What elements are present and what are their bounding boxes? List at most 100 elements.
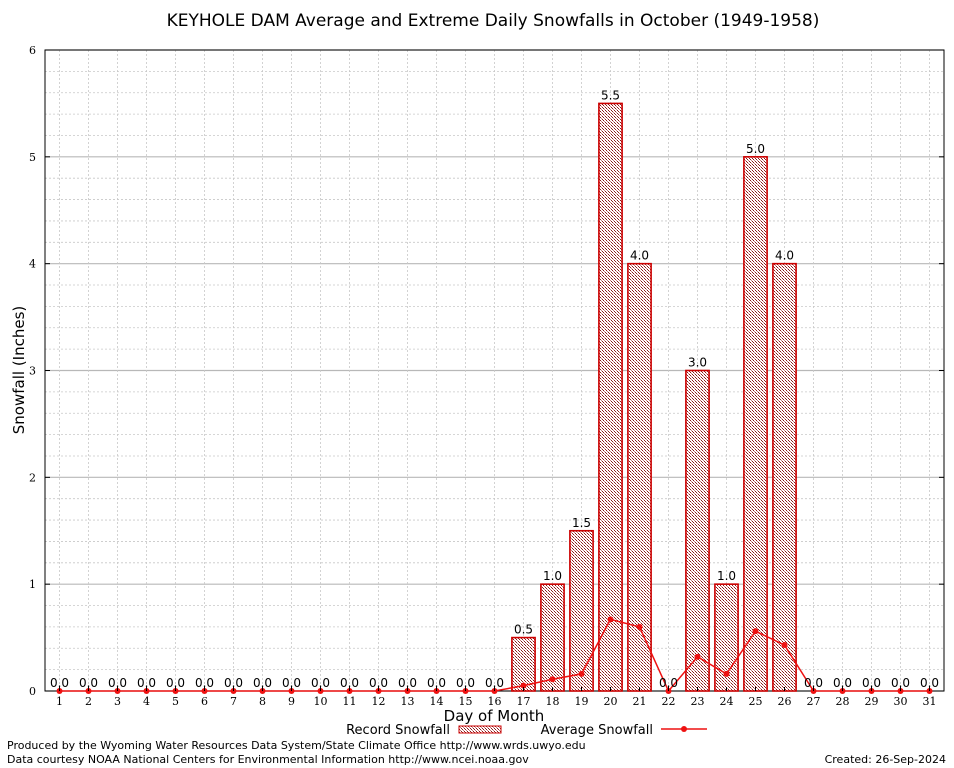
record-value-label: 0.0 — [427, 676, 446, 690]
x-tick-label: 27 — [807, 695, 821, 708]
x-tick-label: 29 — [865, 695, 879, 708]
record-value-label: 0.0 — [804, 676, 823, 690]
average-point — [694, 653, 701, 660]
bars — [511, 102, 797, 692]
x-tick-label: 17 — [517, 695, 531, 708]
data-labels: 0.0 0.0 0.0 0.0 0.0 0.0 0.0 0.0 0.0 0.0 0.0 0.0 0.0 0… — [50, 88, 939, 690]
footer-created-date: Created: 26-Sep-2024 — [824, 753, 946, 766]
record-value-label: 0.0 — [166, 676, 185, 690]
x-tick-label: 7 — [230, 695, 237, 708]
x-tick-label: 1 — [56, 695, 63, 708]
x-tick-label: 26 — [778, 695, 792, 708]
record-value-label: 0.0 — [920, 676, 939, 690]
x-tick-label: 28 — [836, 695, 850, 708]
x-tick-label: 24 — [720, 695, 734, 708]
record-value-label: 4.0 — [775, 249, 794, 263]
x-tick-label: 23 — [691, 695, 705, 708]
record-value-label: 0.5 — [514, 623, 533, 637]
y-tick-label: 4 — [29, 258, 36, 271]
x-tick-label: 5 — [172, 695, 179, 708]
record-value-label: 1.0 — [717, 569, 736, 583]
y-tick-label: 1 — [29, 578, 36, 591]
x-tick-label: 25 — [749, 695, 763, 708]
x-tick-label: 18 — [546, 695, 560, 708]
x-tick-label: 20 — [604, 695, 618, 708]
y-tick-label: 5 — [29, 151, 36, 164]
record-value-label: 1.0 — [543, 569, 562, 583]
footer-data-courtesy: Data courtesy NOAA National Centers for … — [7, 753, 529, 766]
y-ticks: 0 1 2 3 4 5 6 — [29, 44, 944, 698]
record-value-label: 4.0 — [630, 249, 649, 263]
legend-average-marker — [681, 726, 687, 732]
average-point — [578, 670, 585, 677]
record-bar — [772, 262, 797, 692]
x-tick-label: 11 — [343, 695, 357, 708]
footer-produced-by: Produced by the Wyoming Water Resources … — [7, 739, 586, 752]
record-bar — [569, 529, 594, 692]
record-value-label: 5.5 — [601, 88, 620, 102]
x-tick-label: 9 — [288, 695, 295, 708]
x-tick-label: 15 — [459, 695, 473, 708]
record-value-label: 3.0 — [688, 356, 707, 370]
record-value-label: 0.0 — [137, 676, 156, 690]
x-ticks: 1 2 3 4 5 6 7 8 9 10 11 12 13 14 15 16 17 18 19 20 21 22 23 24 2… — [56, 687, 937, 708]
x-tick-label: 30 — [894, 695, 908, 708]
x-tick-label: 31 — [923, 695, 937, 708]
y-tick-label: 2 — [29, 471, 36, 484]
average-point — [549, 676, 556, 683]
grid — [45, 49, 944, 692]
record-value-label: 0.0 — [195, 676, 214, 690]
record-value-label: 1.5 — [572, 516, 591, 530]
record-value-label: 0.0 — [456, 676, 475, 690]
legend-record-label: Record Snowfall — [346, 723, 450, 738]
y-tick-label: 3 — [29, 365, 36, 378]
x-tick-label: 19 — [575, 695, 589, 708]
y-axis-label: Snowfall (Inches) — [10, 306, 28, 434]
record-value-label: 0.0 — [398, 676, 417, 690]
record-value-label: 0.0 — [891, 676, 910, 690]
record-value-label: 0.0 — [862, 676, 881, 690]
x-tick-label: 14 — [430, 695, 444, 708]
average-point — [636, 623, 643, 630]
x-axis-label: Day of Month — [444, 707, 545, 725]
average-point — [607, 616, 614, 623]
record-value-label: 0.0 — [253, 676, 272, 690]
record-value-label: 0.0 — [833, 676, 852, 690]
legend-record-swatch — [458, 725, 502, 734]
x-tick-label: 3 — [114, 695, 121, 708]
x-tick-label: 8 — [259, 695, 266, 708]
legend: Record Snowfall Average Snowfall — [346, 723, 707, 738]
x-tick-label: 12 — [372, 695, 386, 708]
record-value-label: 0.0 — [485, 676, 504, 690]
record-value-label: 0.0 — [340, 676, 359, 690]
y-tick-label: 0 — [29, 685, 36, 698]
average-point — [723, 670, 730, 677]
average-point — [520, 682, 527, 689]
record-bar — [685, 369, 710, 692]
record-value-label: 0.0 — [79, 676, 98, 690]
chart-title: KEYHOLE DAM Average and Extreme Daily Sn… — [167, 11, 820, 31]
x-tick-label: 16 — [488, 695, 502, 708]
record-value-label: 5.0 — [746, 142, 765, 156]
record-value-label: 0.0 — [224, 676, 243, 690]
record-value-label: 0.0 — [659, 676, 678, 690]
x-tick-label: 21 — [633, 695, 647, 708]
x-tick-label: 22 — [662, 695, 676, 708]
x-tick-label: 6 — [201, 695, 208, 708]
x-tick-label: 10 — [314, 695, 328, 708]
record-bar — [743, 156, 768, 692]
x-tick-label: 2 — [85, 695, 92, 708]
record-value-label: 0.0 — [108, 676, 127, 690]
record-value-label: 0.0 — [311, 676, 330, 690]
x-tick-label: 4 — [143, 695, 150, 708]
average-point — [752, 628, 759, 635]
record-value-label: 0.0 — [369, 676, 388, 690]
record-value-label: 0.0 — [50, 676, 69, 690]
y-tick-label: 6 — [29, 44, 36, 57]
average-point — [781, 642, 788, 649]
record-value-label: 0.0 — [282, 676, 301, 690]
x-tick-label: 13 — [401, 695, 415, 708]
record-bar — [540, 583, 565, 692]
record-bar — [598, 102, 623, 692]
